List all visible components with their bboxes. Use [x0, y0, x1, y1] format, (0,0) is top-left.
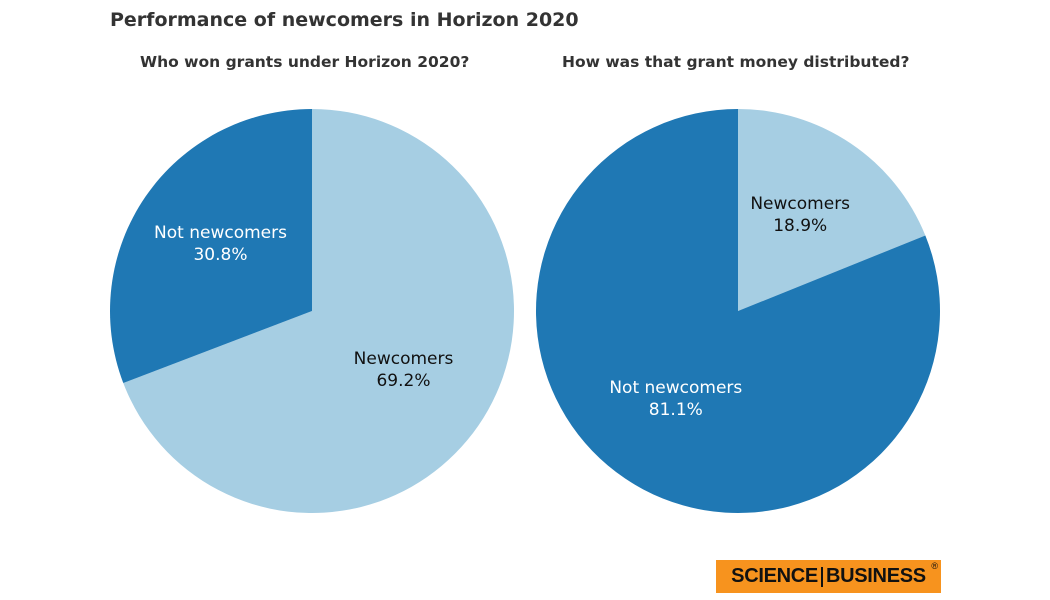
right-slice-label-newcomers: Newcomers 18.9%	[750, 194, 850, 236]
right-slice-percent: 81.1%	[649, 400, 703, 420]
right-slice-percent: 18.9%	[773, 216, 827, 236]
right-pie-slice-newcomers	[738, 109, 926, 311]
right-slice-category: Not newcomers	[609, 378, 742, 398]
left-pie-slice-not-newcomers	[110, 109, 312, 383]
left-chart-title: Who won grants under Horizon 2020?	[140, 53, 470, 71]
science-business-logo: SCIENCE BUSINESS ®	[716, 560, 941, 593]
right-slice-label-not-newcomers: Not newcomers 81.1%	[609, 378, 742, 420]
right-pie-chart: Newcomers 18.9% Not newcomers 81.1%	[535, 109, 940, 513]
right-pie-slice-not-newcomers	[535, 109, 940, 513]
registered-mark: ®	[931, 561, 938, 571]
right-chart-title: How was that grant money distributed?	[562, 53, 910, 71]
left-slice-label-newcomers: Newcomers 69.2%	[354, 349, 454, 391]
left-pie-chart: Newcomers 69.2% Not newcomers 30.8%	[110, 109, 515, 513]
left-slice-category: Newcomers	[354, 349, 454, 369]
left-slice-label-not-newcomers: Not newcomers 30.8%	[154, 223, 287, 265]
left-pie-slice-newcomers	[123, 109, 515, 513]
logo-word-science: SCIENCE	[731, 565, 818, 587]
left-slice-percent: 30.8%	[193, 245, 247, 265]
left-slice-percent: 69.2%	[376, 371, 430, 391]
logo-divider	[820, 566, 823, 587]
left-slice-category: Not newcomers	[154, 223, 287, 243]
right-slice-category: Newcomers	[750, 194, 850, 214]
page-title: Performance of newcomers in Horizon 2020	[110, 9, 579, 31]
logo-word-business: BUSINESS	[825, 565, 926, 587]
